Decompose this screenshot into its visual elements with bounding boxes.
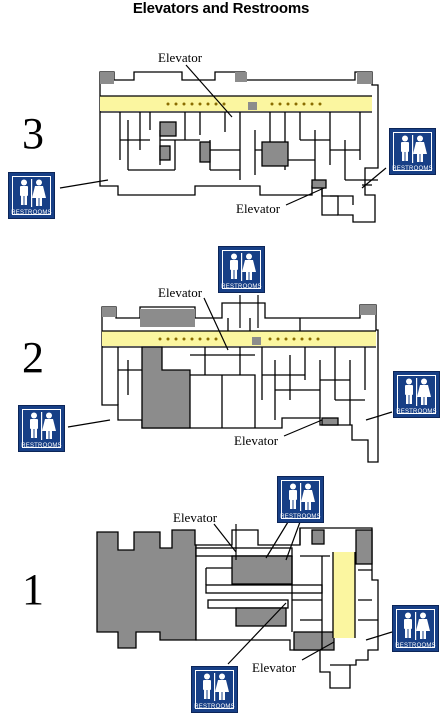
- restroom-sign-label: RESTROOMS: [396, 409, 437, 415]
- restroom-sign-icon: RESTROOMS: [218, 246, 265, 293]
- man-woman-icon: [230, 253, 256, 281]
- page-title: Elevators and Restrooms: [132, 0, 310, 17]
- restroom-sign-icon: RESTROOMS: [18, 405, 65, 452]
- floor-3-leaders: [59, 64, 387, 206]
- restroom-sign-icon: RESTROOMS: [393, 371, 440, 418]
- floor-2-elevator-label-2: Elevator: [234, 433, 279, 448]
- restroom-sign-label: RESTROOMS: [11, 210, 52, 216]
- floor-3-plan: [99, 71, 379, 223]
- floor-1-number: 1: [22, 565, 44, 614]
- floor-1-corridor-highlight: [333, 552, 355, 638]
- floor-3-elevator-label: Elevator: [158, 50, 203, 65]
- restroom-sign-icon: RESTROOMS: [191, 666, 238, 713]
- floor-3-elevator-label-2: Elevator: [236, 201, 281, 216]
- floor-2-leaders: [67, 295, 393, 437]
- restroom-sign-icon: RESTROOMS: [392, 605, 439, 652]
- floor-2-corridor-highlight: [102, 331, 376, 346]
- restroom-sign-label: RESTROOMS: [221, 284, 262, 290]
- man-woman-icon: [289, 483, 315, 511]
- restroom-sign-icon: RESTROOMS: [389, 128, 436, 175]
- floor-2-plan: [101, 302, 379, 463]
- man-woman-icon: [20, 179, 46, 207]
- floor-2-number: 2: [22, 333, 44, 382]
- restroom-sign-label: RESTROOMS: [21, 443, 62, 449]
- restroom-sign-icon: RESTROOMS: [8, 172, 55, 219]
- restroom-sign-icon: RESTROOMS: [277, 476, 324, 523]
- floor-1-elevator-label-2: Elevator: [252, 660, 297, 675]
- floor-1-leaders: [213, 521, 393, 665]
- restroom-sign-label: RESTROOMS: [395, 643, 436, 649]
- floor-3-number: 3: [22, 109, 44, 158]
- man-woman-icon: [30, 412, 56, 440]
- restroom-sign-label: RESTROOMS: [392, 166, 433, 172]
- floor-2-elevator-label: Elevator: [158, 285, 203, 300]
- man-woman-icon: [203, 673, 229, 701]
- man-woman-icon: [404, 612, 430, 640]
- man-woman-icon: [401, 135, 427, 163]
- floor-1-plan: [96, 527, 379, 689]
- floor-3-corridor-highlight: [100, 96, 372, 111]
- restroom-sign-label: RESTROOMS: [280, 514, 321, 520]
- floor-1-elevator-label: Elevator: [173, 510, 218, 525]
- restroom-sign-label: RESTROOMS: [194, 704, 235, 710]
- man-woman-icon: [405, 378, 431, 406]
